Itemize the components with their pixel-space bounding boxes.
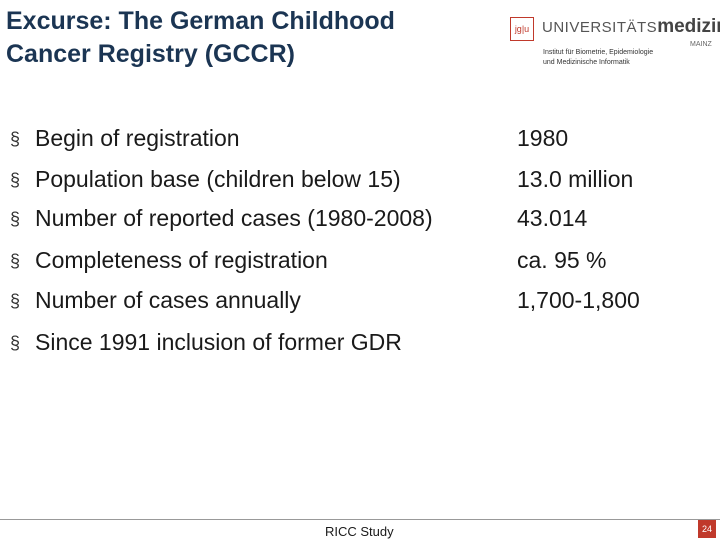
logo-name: UNIVERSITÄTSmedizin. (542, 16, 720, 38)
bullet-value: 1980 (517, 125, 569, 151)
bullet-value: 1,700-1,800 (517, 287, 640, 313)
bullet-symbol: § (10, 129, 21, 149)
bullet-value: ca. 95 % (517, 247, 607, 273)
logo-name-light: UNIVERSITÄTS (542, 19, 658, 36)
bullet-label: Number of reported cases (1980-2008) (35, 205, 433, 231)
page-number: 24 (698, 520, 716, 538)
logo-city: MAINZ (690, 41, 712, 48)
bullet-symbol: § (10, 209, 21, 229)
bullet-label: Number of cases annually (35, 287, 301, 313)
logo-mark: jg|u (510, 17, 534, 41)
footer-rule (0, 519, 720, 520)
bullet-label: Begin of registration (35, 125, 240, 151)
institute-line: Institut für Biometrie, Epidemiologie (543, 49, 654, 56)
bullet-symbol: § (10, 170, 21, 190)
title-line: Excurse: The German Childhood (6, 7, 395, 35)
bullet-symbol: § (10, 291, 21, 311)
institute-line: und Medizinische Informatik (543, 59, 630, 66)
bullet-value: 43.014 (517, 205, 588, 231)
bullet-symbol: § (10, 251, 21, 271)
bullet-symbol: § (10, 333, 21, 353)
bullet-label: Since 1991 inclusion of former GDR (35, 329, 402, 355)
bullet-value: 13.0 million (517, 166, 634, 192)
title-line: Cancer Registry (GCCR) (6, 40, 295, 68)
bullet-label: Completeness of registration (35, 247, 328, 273)
logo-name-bold: medizin. (657, 16, 720, 37)
footer-text: RICC Study (325, 524, 394, 539)
bullet-label: Population base (children below 15) (35, 166, 401, 192)
